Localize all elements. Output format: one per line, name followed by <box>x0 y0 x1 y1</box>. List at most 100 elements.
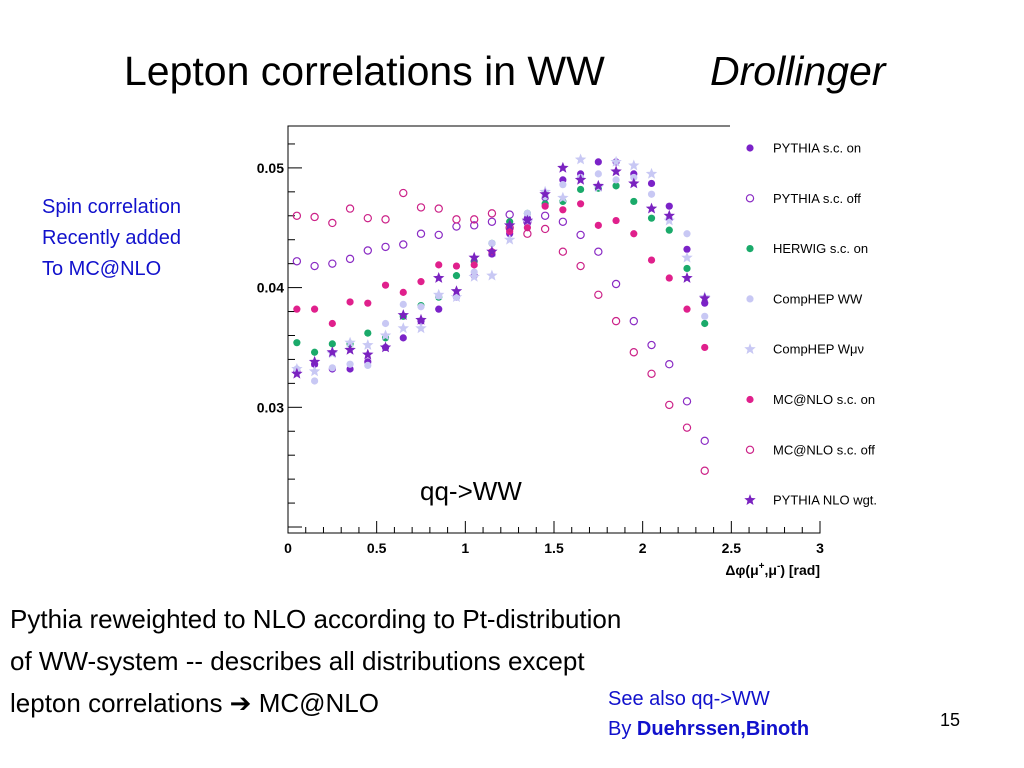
data-point <box>328 218 337 228</box>
data-point <box>577 185 585 194</box>
see-also-note: See also qq->WW By Duehrssen,Binoth <box>608 684 809 744</box>
legend-marker <box>745 445 755 454</box>
data-point <box>328 319 336 328</box>
data-point <box>364 299 372 307</box>
data-point <box>293 305 301 313</box>
legend-label: PYTHIA s.c. on <box>773 141 861 156</box>
data-point <box>540 211 550 220</box>
data-point <box>630 230 638 238</box>
legend-marker <box>746 395 754 404</box>
x-tick-label: 1 <box>461 540 469 556</box>
data-point <box>416 203 426 212</box>
data-point <box>647 256 656 264</box>
data-point <box>612 176 620 184</box>
data-point <box>505 210 514 219</box>
data-point <box>523 224 532 232</box>
data-point <box>450 285 463 296</box>
legend-label: CompHEP WW <box>773 291 863 306</box>
x-tick-label: 0.5 <box>367 540 387 556</box>
data-point <box>364 329 372 337</box>
data-point <box>557 161 569 173</box>
data-point <box>364 361 372 370</box>
data-point <box>379 341 392 353</box>
data-point <box>433 272 445 283</box>
data-point <box>399 188 408 198</box>
data-point <box>470 215 479 224</box>
data-point <box>468 251 480 263</box>
data-point <box>523 229 532 238</box>
legend-label: HERWIG s.c. on <box>773 241 868 256</box>
data-point <box>559 181 567 189</box>
x-tick-label: 2.5 <box>722 540 742 556</box>
data-point <box>594 221 602 229</box>
data-point <box>381 319 390 328</box>
data-point <box>435 261 443 269</box>
data-point <box>470 221 479 230</box>
body-line: lepton correlations ➔ MC@NLO <box>10 688 379 718</box>
data-point <box>310 212 319 222</box>
data-point <box>346 360 354 368</box>
legend-label: PYTHIA s.c. off <box>773 191 861 206</box>
data-point <box>362 339 374 350</box>
data-point <box>416 229 426 238</box>
title-text: Lepton correlations in WW <box>124 48 605 94</box>
page-number: 15 <box>940 710 961 730</box>
data-point <box>381 281 390 289</box>
data-point <box>558 217 568 226</box>
legend-label: CompHEP Wμν <box>773 342 864 357</box>
data-point <box>470 261 478 269</box>
data-point <box>326 346 338 358</box>
data-point <box>362 348 374 360</box>
data-point <box>665 400 674 410</box>
data-point <box>379 329 392 341</box>
data-point <box>311 305 319 313</box>
data-point <box>647 190 656 198</box>
data-point <box>557 191 569 203</box>
data-point <box>311 377 319 385</box>
see-also-authors: Duehrssen,Binoth <box>636 718 810 740</box>
title-author: Drollinger <box>710 48 886 94</box>
legend-marker <box>745 194 755 203</box>
data-point <box>433 288 445 300</box>
data-point <box>594 290 603 299</box>
data-point <box>629 348 639 357</box>
data-point <box>610 155 622 167</box>
legend-marker <box>744 343 756 355</box>
data-point <box>683 305 691 313</box>
data-point <box>647 214 656 222</box>
legend-label: PYTHIA NLO wgt. <box>773 493 877 508</box>
data-point <box>434 230 443 240</box>
data-point <box>434 204 443 213</box>
data-point <box>399 334 407 342</box>
legend-marker <box>744 494 756 505</box>
data-point <box>701 343 709 352</box>
data-point <box>468 270 480 282</box>
data-point <box>308 355 321 367</box>
data-point <box>663 214 675 226</box>
data-point <box>576 230 585 240</box>
slide-title: Lepton correlations in WW Drollinger <box>0 48 1024 104</box>
data-point <box>435 305 443 313</box>
data-point <box>311 348 319 356</box>
data-point <box>521 214 534 226</box>
process-label: qq->WW <box>420 476 522 506</box>
data-point <box>665 202 673 210</box>
x-tick-label: 2 <box>639 540 647 556</box>
lepton-correlation-chart: 0 0.5 1 1.5 2 2.5 3 0.03 0.04 0.05 qq->WW Δφ(μ+,μ… <box>256 120 930 578</box>
data-point <box>345 204 355 213</box>
data-point <box>397 322 409 334</box>
data-point <box>700 436 709 446</box>
data-point <box>594 170 602 178</box>
data-point <box>504 233 516 245</box>
data-point <box>681 251 693 263</box>
legend-background <box>730 120 930 528</box>
data-point <box>415 313 427 325</box>
data-point <box>682 423 692 432</box>
data-point <box>683 245 691 253</box>
data-point <box>415 322 427 334</box>
data-point <box>647 179 656 188</box>
side-note-line: Recently added <box>42 227 181 249</box>
data-point <box>612 216 620 225</box>
spin-correlation-note: Spin correlation Recently added To MC@NL… <box>42 192 181 285</box>
data-point <box>417 278 425 286</box>
